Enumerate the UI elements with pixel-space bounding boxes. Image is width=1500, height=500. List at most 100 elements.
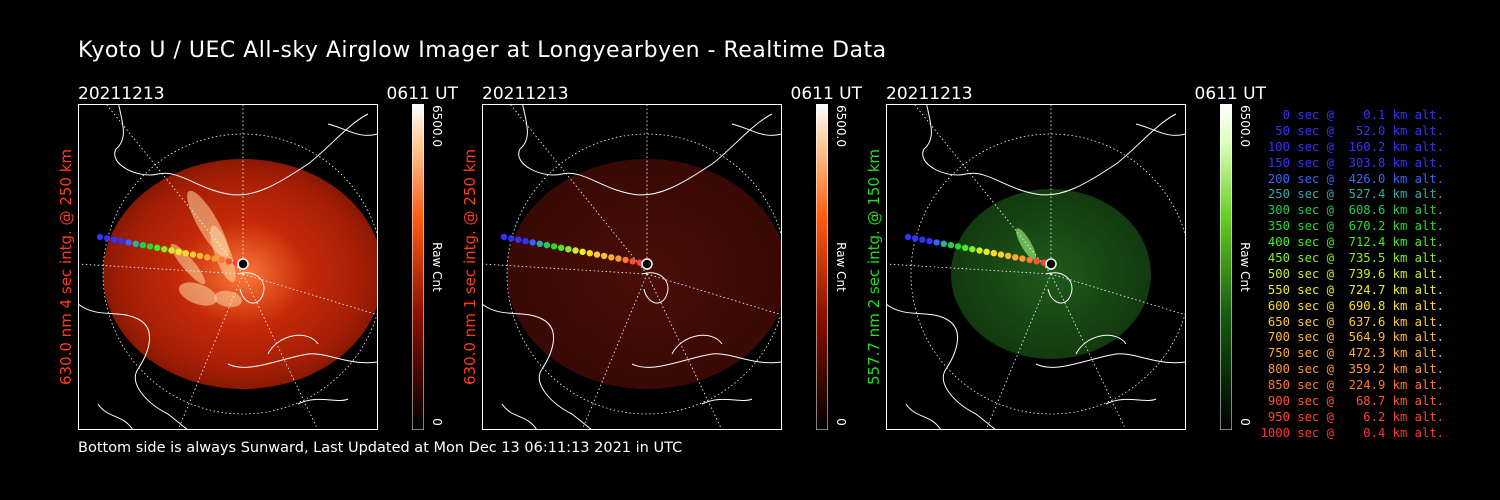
colorbar (816, 104, 828, 430)
legend-row: 600 sec @ 690.8 km alt. (1267, 298, 1444, 313)
trajectory-point (926, 237, 933, 245)
coastline (1105, 398, 1157, 405)
coastline (886, 303, 997, 430)
panel-time: 0611 UT (386, 84, 459, 104)
trajectory-point (139, 241, 147, 249)
trajectory-point (990, 250, 997, 257)
panel-630-4s: 20211213 0611 UT 630.0 nm 4 sec intg. @ … (57, 84, 459, 430)
trajectory-point (543, 241, 551, 249)
panel-time: 0611 UT (790, 84, 863, 104)
footer-note: Bottom side is always Sunward, Last Upda… (78, 440, 683, 456)
trajectory-point (111, 236, 118, 243)
legend-row: 400 sec @ 712.4 km alt. (1267, 235, 1444, 250)
legend-row: 450 sec @ 735.5 km alt. (1267, 251, 1444, 266)
trajectory-point (536, 240, 543, 247)
trajectory-point (572, 247, 579, 254)
legend-row: 850 sec @ 224.9 km alt. (1267, 378, 1444, 393)
trajectory-point (933, 239, 940, 246)
legend-row: 700 sec @ 564.9 km alt. (1267, 330, 1444, 345)
legend-row: 50 sec @ 52.0 km alt. (1275, 123, 1444, 138)
coastline (227, 353, 378, 368)
trajectory-point (940, 240, 947, 247)
trajectory-point (976, 247, 983, 254)
colorbar (412, 104, 424, 430)
trajectory-point (96, 233, 104, 241)
trajectory-point (154, 244, 161, 251)
coastline (267, 334, 319, 355)
trajectory-point (211, 255, 218, 262)
legend-row: 550 sec @ 724.7 km alt. (1267, 282, 1444, 297)
legend-row: 1000 sec @ 0.4 km alt. (1260, 425, 1444, 440)
legend-row: 950 sec @ 6.2 km alt. (1267, 409, 1444, 424)
meridian-line (646, 273, 782, 316)
trajectory-point (125, 239, 132, 246)
legend-row: 250 sec @ 527.4 km alt. (1267, 187, 1444, 202)
coastline (114, 104, 369, 196)
allsky-image (78, 104, 378, 430)
trajectory-point (586, 250, 593, 257)
trajectory-point (608, 254, 615, 261)
trajectory-point (904, 233, 912, 241)
aurora-arc (178, 282, 218, 306)
trajectory-point (954, 243, 962, 250)
panel-date: 20211213 (78, 84, 165, 104)
meridian-line (985, 273, 1052, 430)
trajectory-point (218, 256, 225, 264)
coastline (297, 398, 349, 405)
colorbar-max: 6500.0 (834, 105, 848, 147)
trajectory-point (1012, 254, 1019, 261)
coastline (922, 104, 1177, 196)
trajectory-point (997, 251, 1005, 258)
trajectory-point (515, 236, 522, 243)
trajectory-point (196, 252, 204, 260)
coastline (501, 403, 538, 430)
colorbar-label: Raw Cnt (1238, 242, 1252, 292)
station-marker (237, 258, 249, 270)
meridian-line (646, 273, 723, 430)
image-frame (78, 104, 378, 430)
meridian-line (1050, 273, 1186, 316)
trajectory-point (962, 244, 969, 251)
legend-row: 100 sec @ 160.2 km alt. (1267, 139, 1444, 154)
panel-time: 0611 UT (1194, 84, 1267, 104)
colorbar-max: 6500.0 (430, 105, 444, 147)
coastline (327, 123, 378, 136)
meridian-line (242, 273, 319, 430)
meridian-line (242, 273, 378, 316)
trajectory-point (550, 243, 558, 250)
allsky-image (482, 104, 782, 430)
legend-row: 200 sec @ 426.0 km alt. (1267, 171, 1444, 186)
meridian-line (581, 273, 648, 430)
trajectory-point (529, 239, 536, 246)
page-title: Kyoto U / UEC All-sky Airglow Imager at … (78, 38, 887, 63)
trajectory-point (947, 241, 955, 249)
panel-ylabel: 630.0 nm 1 sec intg. @ 250 km (461, 148, 479, 386)
trajectory-point (182, 250, 189, 257)
colorbar-min: 0 (834, 418, 848, 426)
legend-row: 350 sec @ 670.2 km alt. (1267, 219, 1444, 234)
coastline (701, 398, 753, 405)
trajectory-point (579, 248, 586, 255)
coastline (1135, 123, 1186, 136)
airglow-field (507, 159, 782, 389)
trajectory-point (146, 243, 154, 250)
trajectory-point (175, 248, 182, 255)
coastline (671, 334, 723, 355)
trajectory-point (912, 235, 919, 242)
legend-row: 150 sec @ 303.8 km alt. (1267, 155, 1444, 170)
coastline (731, 123, 782, 136)
coastline (97, 403, 134, 430)
trajectory-point (1033, 258, 1040, 265)
coastline (237, 272, 265, 304)
trajectory-legend: 0 sec @ 0.1 km alt. 50 sec @ 52.0 km alt.… (1258, 108, 1444, 442)
trajectory-point (104, 235, 111, 242)
coastline (1035, 353, 1186, 368)
trajectory-point (969, 246, 976, 253)
colorbar-min: 0 (430, 418, 444, 426)
legend-row: 800 sec @ 359.2 km alt. (1267, 362, 1444, 377)
trajectory-point (161, 246, 168, 253)
aurora-arc (210, 225, 236, 283)
coastline (631, 353, 782, 368)
panel-557-2s: 20211213 0611 UT 557.7 nm 2 sec intg. @ … (865, 84, 1267, 430)
legend-row: 500 sec @ 739.6 km alt. (1267, 266, 1444, 281)
